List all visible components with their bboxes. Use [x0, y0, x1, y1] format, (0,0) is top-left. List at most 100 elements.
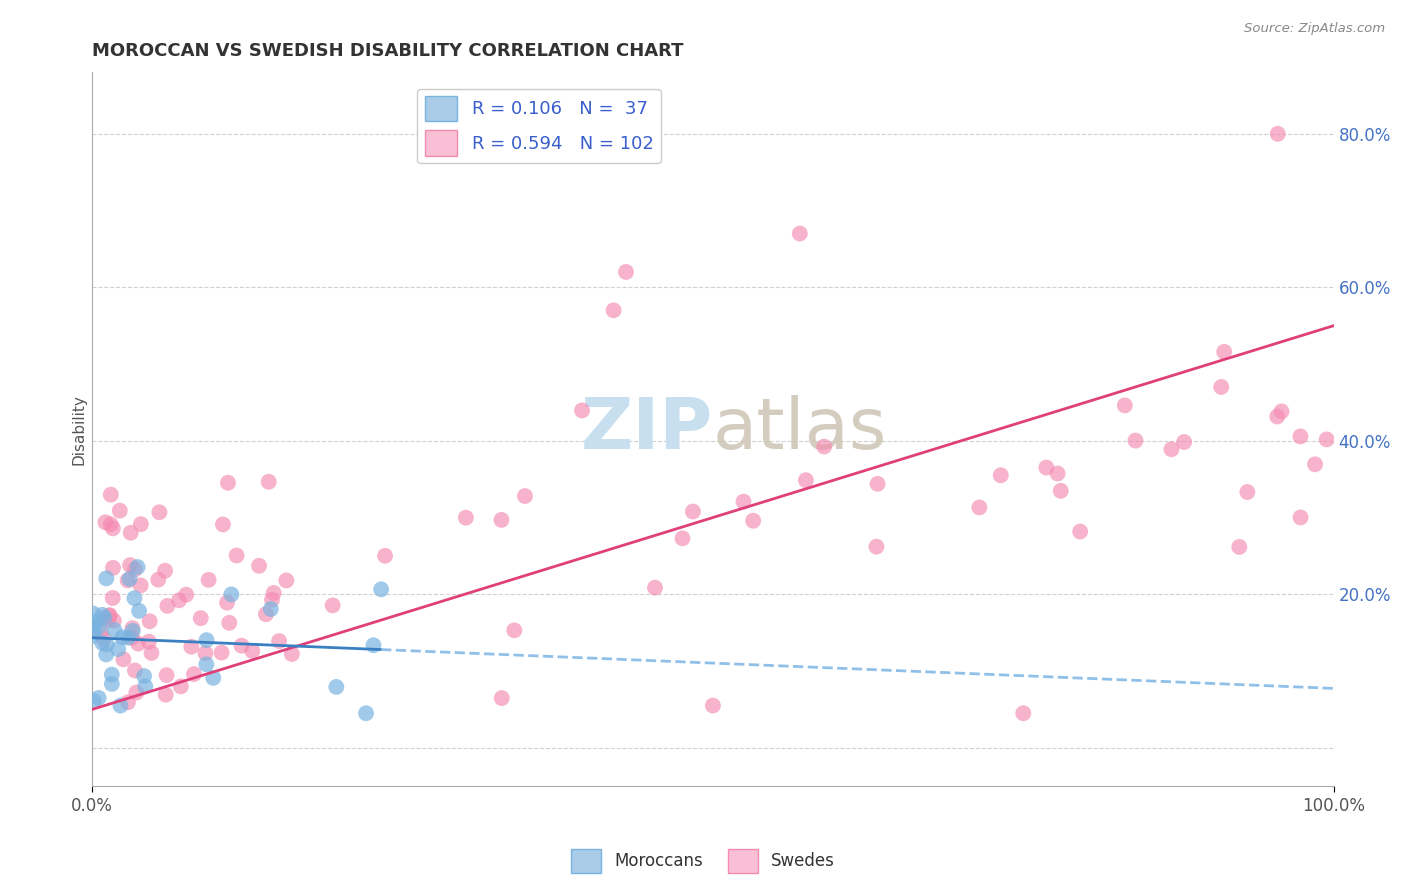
Point: [87, 690, 110, 705]
Point: [211, 646, 233, 660]
Point: [100, 488, 122, 502]
Point: [148, 573, 170, 587]
Point: [132, 669, 155, 683]
Point: [96, 648, 118, 662]
Point: [120, 558, 142, 573]
Point: [124, 664, 146, 678]
Point: [101, 561, 124, 575]
Point: [1236, 485, 1258, 500]
Point: [101, 667, 124, 681]
Point: [194, 646, 217, 660]
Point: [155, 668, 177, 682]
Point: [138, 634, 160, 648]
Point: [1046, 467, 1069, 481]
Point: [218, 615, 240, 630]
Point: [491, 513, 513, 527]
Point: [1211, 380, 1233, 394]
Point: [263, 586, 285, 600]
Point: [87, 620, 110, 634]
Point: [602, 303, 624, 318]
Point: [865, 540, 887, 554]
Point: [969, 500, 991, 515]
Legend: Moroccans, Swedes: Moroccans, Swedes: [564, 842, 842, 880]
Point: [195, 633, 218, 648]
Point: [112, 652, 135, 666]
Point: [354, 706, 377, 721]
Point: [124, 562, 146, 576]
Point: [127, 560, 149, 574]
Point: [1265, 409, 1288, 424]
Point: [97, 613, 120, 627]
Point: [513, 489, 536, 503]
Legend: R = 0.106   N =  37, R = 0.594   N = 102: R = 0.106 N = 37, R = 0.594 N = 102: [418, 88, 661, 163]
Point: [84, 615, 107, 629]
Point: [221, 587, 243, 601]
Point: [202, 671, 225, 685]
Point: [1316, 433, 1339, 447]
Point: [733, 494, 755, 508]
Point: [671, 532, 693, 546]
Point: [240, 644, 263, 658]
Point: [129, 517, 152, 532]
Point: [1270, 404, 1292, 418]
Point: [571, 403, 593, 417]
Point: [121, 624, 143, 638]
Point: [183, 667, 205, 681]
Point: [1173, 435, 1195, 450]
Point: [129, 578, 152, 592]
Point: [195, 657, 218, 672]
Point: [121, 631, 143, 645]
Point: [121, 621, 143, 635]
Point: [120, 525, 142, 540]
Point: [82, 607, 104, 621]
Point: [167, 593, 190, 607]
Point: [491, 691, 513, 706]
Point: [1049, 483, 1071, 498]
Point: [503, 624, 526, 638]
Point: [789, 227, 811, 241]
Point: [174, 588, 197, 602]
Point: [231, 639, 253, 653]
Point: [1289, 429, 1312, 443]
Point: [128, 604, 150, 618]
Point: [125, 685, 148, 699]
Point: [101, 677, 124, 691]
Text: MOROCCAN VS SWEDISH DISABILITY CORRELATION CHART: MOROCCAN VS SWEDISH DISABILITY CORRELATI…: [93, 42, 683, 60]
Point: [217, 475, 239, 490]
Point: [91, 607, 114, 622]
Point: [269, 634, 291, 648]
Point: [1289, 510, 1312, 524]
Point: [325, 680, 347, 694]
Point: [101, 521, 124, 535]
Point: [153, 564, 176, 578]
Point: [1035, 460, 1057, 475]
Point: [212, 517, 235, 532]
Point: [138, 614, 160, 628]
Point: [702, 698, 724, 713]
Point: [644, 581, 666, 595]
Point: [1012, 706, 1035, 721]
Point: [1267, 127, 1289, 141]
Point: [1160, 442, 1182, 457]
Point: [813, 440, 835, 454]
Point: [742, 514, 765, 528]
Point: [254, 607, 277, 622]
Point: [98, 608, 121, 623]
Point: [866, 476, 889, 491]
Point: [117, 631, 139, 645]
Point: [93, 632, 115, 646]
Point: [682, 504, 704, 518]
Point: [82, 619, 104, 633]
Point: [94, 516, 117, 530]
Point: [118, 572, 141, 586]
Point: [82, 629, 104, 643]
Point: [93, 611, 115, 625]
Point: [148, 505, 170, 519]
Text: ZIP: ZIP: [581, 395, 713, 464]
Y-axis label: Disability: Disability: [72, 394, 87, 465]
Point: [108, 503, 131, 517]
Point: [614, 265, 637, 279]
Point: [83, 624, 105, 638]
Point: [1227, 540, 1250, 554]
Point: [217, 596, 239, 610]
